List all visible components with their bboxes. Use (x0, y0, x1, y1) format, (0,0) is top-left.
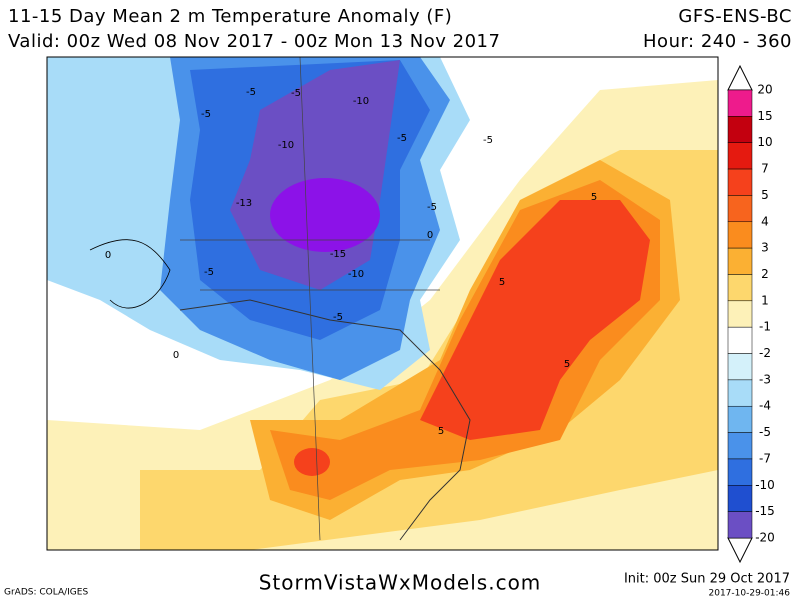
colorbar: 20 15 10 7 5 4 3 2 1 -1 -2 -3 -4 -5 -7 -10 -15 -20 (727, 64, 775, 564)
colorbar-label: 2 (761, 267, 769, 281)
title: 11-15 Day Mean 2 m Temperature Anomaly (… (8, 6, 452, 27)
colorbar-swatch (727, 274, 753, 302)
contour-label: 5 (591, 192, 597, 203)
contour-labels: -5 -5 -5 -10 -10 -5 -5 -13 -5 -15 -10 -5… (105, 87, 597, 437)
colorbar-swatch (727, 326, 753, 354)
colorbar-label: -2 (759, 346, 771, 360)
contour-label: -10 (348, 269, 364, 280)
colorbar-label: 15 (757, 109, 772, 123)
colorbar-label: -7 (759, 451, 771, 465)
colorbar-swatch (727, 89, 753, 117)
contour-label: -5 (204, 267, 214, 278)
cold-core (270, 178, 380, 252)
warm-core (420, 200, 650, 440)
contour-label: -5 (246, 87, 256, 98)
map-frame (46, 56, 719, 551)
forecast-hour: Hour: 240 - 360 (643, 31, 792, 52)
colorbar-label: 7 (761, 162, 769, 176)
site: StormVistaWxModels.com (259, 571, 542, 595)
colorbar-swatch (727, 432, 753, 460)
colorbar-arrow (727, 64, 753, 91)
colorbar-swatch (727, 458, 753, 486)
valid-time: Valid: 00z Wed 08 Nov 2017 - 00z Mon 13 … (8, 31, 500, 52)
contour-label: 5 (499, 277, 505, 288)
colorbar-swatch (727, 116, 753, 143)
colorbar-swatch (727, 247, 753, 275)
colorbar-label: -20 (755, 531, 775, 545)
colorbar-label: -3 (759, 372, 771, 386)
contour-label: 5 (564, 359, 570, 370)
warm-core (294, 448, 330, 476)
colorbar-label: 5 (761, 188, 769, 202)
contour-label: -15 (330, 249, 346, 260)
colorbar-label: -10 (755, 478, 775, 492)
colorbar-label: 3 (761, 241, 769, 255)
colorbar-label: 10 (757, 135, 772, 149)
colorbar-label: 4 (761, 214, 769, 228)
contour-label: -5 (291, 88, 301, 99)
map: -5 -5 -5 -10 -10 -5 -5 -13 -5 -15 -10 -5… (46, 56, 719, 551)
state-lines (180, 57, 440, 541)
colorbar-label: 1 (761, 293, 769, 307)
contour-label: 0 (427, 230, 433, 241)
contour-label: -5 (397, 133, 407, 144)
contour-label: 0 (173, 350, 179, 361)
border-line (179, 299, 471, 541)
colorbar-swatch (727, 221, 753, 249)
contour-label: -5 (427, 202, 437, 213)
model: GFS-ENS-BC (678, 6, 792, 27)
init-time: Init: 00z Sun 29 Oct 2017 (624, 572, 790, 587)
contour-label: 5 (438, 426, 444, 437)
colorbar-label: -1 (759, 320, 771, 334)
colorbar-label: -15 (755, 504, 775, 518)
contour-label: 0 (105, 250, 111, 261)
contour-label: -5 (333, 312, 343, 323)
colorbar-swatch (727, 300, 753, 328)
colorbar-swatch (727, 485, 753, 512)
contour-label: -5 (201, 109, 211, 120)
contour-label: -10 (278, 140, 294, 151)
colorbar-swatch (727, 142, 753, 170)
colorbar-swatch (727, 353, 753, 381)
colorbar-swatch (727, 511, 753, 539)
colorbar-label: 20 (757, 83, 772, 97)
contour-line (89, 239, 171, 309)
colorbar-label: -5 (759, 425, 771, 439)
source: GrADS: COLA/IGES (4, 588, 88, 598)
contour-label: -10 (353, 96, 369, 107)
contour-label: -5 (483, 135, 493, 146)
colorbar-swatch (727, 195, 753, 223)
colorbar-swatch (727, 405, 753, 433)
timestamp: 2017-10-29-01:46 (709, 589, 791, 599)
colorbar-swatch (727, 379, 753, 407)
colorbar-swatch (727, 168, 753, 196)
colorbar-label: -4 (759, 399, 771, 413)
contour-label: -13 (236, 198, 252, 209)
colorbar-arrow (727, 537, 753, 564)
